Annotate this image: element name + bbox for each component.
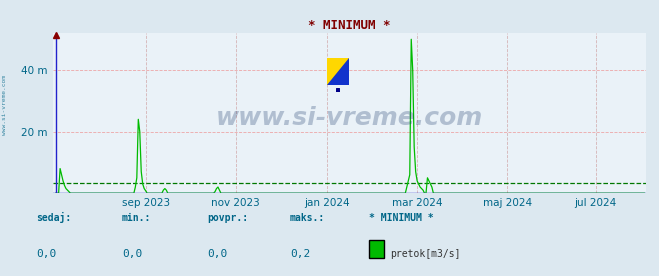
Text: min.:: min.: — [122, 213, 152, 223]
Text: 0,0: 0,0 — [208, 249, 228, 259]
Text: sedaj:: sedaj: — [36, 212, 71, 223]
Polygon shape — [327, 58, 349, 86]
Text: * MINIMUM *: * MINIMUM * — [369, 213, 434, 223]
Title: * MINIMUM *: * MINIMUM * — [308, 19, 391, 32]
Text: 0,0: 0,0 — [36, 249, 57, 259]
Polygon shape — [327, 58, 349, 86]
Text: 0,0: 0,0 — [122, 249, 142, 259]
Text: 0,2: 0,2 — [290, 249, 310, 259]
Text: www.si-vreme.com: www.si-vreme.com — [2, 75, 7, 135]
Circle shape — [336, 88, 340, 92]
Text: pretok[m3/s]: pretok[m3/s] — [390, 249, 461, 259]
Text: povpr.:: povpr.: — [208, 213, 248, 223]
Text: www.si-vreme.com: www.si-vreme.com — [215, 106, 483, 130]
Text: maks.:: maks.: — [290, 213, 325, 223]
